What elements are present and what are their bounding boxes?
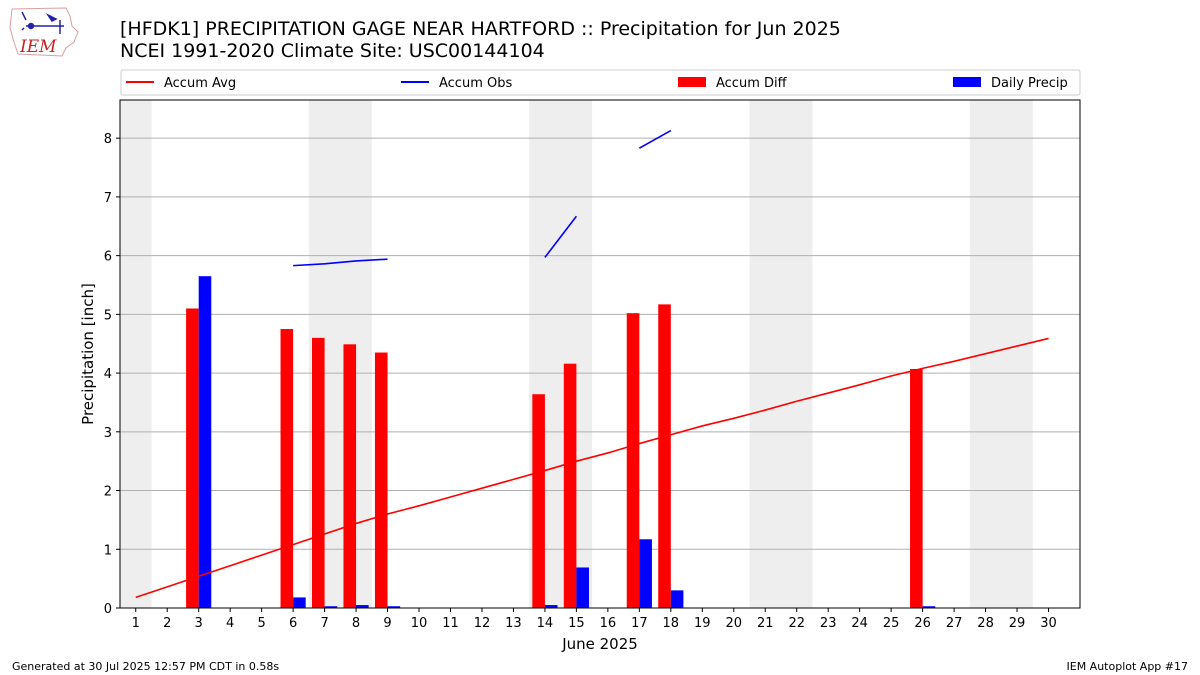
x-tick-label: 24: [851, 616, 868, 631]
legend-accum-diff-label: Accum Diff: [716, 76, 788, 91]
x-tick-label: 26: [914, 616, 931, 631]
line-accum-obs: [293, 258, 388, 267]
x-tick-label: 23: [820, 616, 837, 631]
line-accum-avg: [135, 337, 1049, 599]
legend-accum-avg-label: Accum Avg: [164, 76, 236, 91]
bar-daily-precip: [544, 605, 558, 608]
logo-text: IEM: [19, 37, 57, 57]
weekend-band: [969, 100, 1033, 608]
y-axis-ticks: 0 1 2 3 4 5 6 7 8: [104, 132, 120, 617]
bar-accum-diff: [658, 304, 671, 608]
y-tick-label: 2: [104, 485, 112, 500]
footer-app: IEM Autoplot App #17: [1067, 660, 1189, 673]
iowa-state-outline-icon: [9, 7, 79, 57]
bars: [186, 276, 936, 608]
bar-daily-precip: [198, 276, 212, 608]
x-tick-label: 13: [505, 616, 522, 631]
bar-accum-diff: [910, 368, 923, 608]
x-tick-label: 28: [977, 616, 994, 631]
legend-accum-obs-label: Accum Obs: [439, 76, 512, 91]
line-accum-obs: [544, 215, 578, 258]
bar-accum-diff: [186, 308, 199, 608]
bar-accum-diff: [374, 352, 388, 608]
x-tick-label: 17: [631, 616, 648, 631]
x-tick-label: 1: [132, 616, 140, 631]
x-tick-label: 2: [163, 616, 171, 631]
x-tick-label: 8: [352, 616, 360, 631]
iem-logo: IEM: [9, 7, 79, 57]
bar-accum-diff: [312, 337, 325, 608]
legend-accum-diff-swatch: [678, 77, 706, 87]
y-tick-label: 6: [104, 250, 112, 265]
chart-subtitle: NCEI 1991-2020 Climate Site: USC00144104: [120, 40, 545, 62]
x-tick-label: 25: [883, 616, 900, 631]
plot-frame: [119, 99, 1081, 609]
x-tick-label: 9: [383, 616, 391, 631]
x-tick-label: 21: [757, 616, 774, 631]
legend-frame: [120, 69, 1081, 96]
x-tick-label: 14: [537, 616, 554, 631]
footer-generated: Generated at 30 Jul 2025 12:57 PM CDT in…: [12, 660, 279, 673]
weekend-band: [749, 100, 813, 608]
x-tick-label: 30: [1040, 616, 1057, 631]
bar-accum-diff: [280, 329, 294, 608]
bar-daily-precip: [922, 606, 936, 608]
legend-daily-precip-swatch: [953, 77, 981, 87]
weather-symbols-icon: [21, 11, 64, 34]
bar-daily-precip: [324, 606, 338, 608]
x-axis-label: June 2025: [561, 635, 638, 653]
y-tick-label: 1: [104, 543, 112, 558]
weekend-band: [120, 100, 152, 608]
y-tick-label: 8: [104, 132, 112, 147]
x-tick-label: 27: [946, 616, 963, 631]
bar-accum-diff: [532, 394, 545, 608]
x-tick-label: 29: [1009, 616, 1026, 631]
x-tick-label: 6: [289, 616, 297, 631]
bar-daily-precip: [670, 590, 684, 608]
x-tick-label: 7: [320, 616, 328, 631]
bar-daily-precip: [387, 606, 401, 608]
x-tick-label: 4: [226, 616, 234, 631]
x-tick-label: 19: [694, 616, 711, 631]
bar-accum-diff: [626, 313, 640, 608]
y-tick-label: 4: [104, 367, 112, 382]
line-accum-obs: [638, 129, 672, 149]
y-axis-label: Precipitation [inch]: [79, 283, 97, 425]
x-tick-label: 3: [195, 616, 203, 631]
y-tick-label: 7: [104, 191, 112, 206]
x-axis-ticks: 1 2 3 4 5 6 7 8 9 10 11 12 13 14 15 16 17 18 19 20 21 22 23 24 2…: [132, 608, 1057, 631]
legend-daily-precip-label: Daily Precip: [991, 76, 1068, 91]
x-tick-label: 18: [663, 616, 680, 631]
x-tick-label: 22: [788, 616, 805, 631]
x-tick-label: 10: [411, 616, 428, 631]
x-tick-label: 20: [725, 616, 742, 631]
bar-daily-precip: [356, 605, 369, 608]
lines: [135, 129, 1049, 599]
bar-accum-diff: [563, 363, 577, 608]
y-tick-label: 0: [104, 602, 112, 617]
bar-daily-precip: [576, 567, 589, 608]
x-tick-label: 15: [568, 616, 585, 631]
x-tick-label: 16: [600, 616, 617, 631]
x-tick-label: 11: [442, 616, 459, 631]
x-tick-label: 5: [257, 616, 265, 631]
y-tick-label: 3: [104, 426, 112, 441]
bar-daily-precip: [639, 539, 652, 608]
bar-accum-diff: [343, 344, 357, 608]
bar-daily-precip: [293, 597, 306, 608]
legend: Accum Avg Accum Obs Accum Diff Daily Precip: [120, 69, 1081, 96]
gridlines: [120, 137, 1080, 550]
chart-title: [HFDK1] PRECIPITATION GAGE NEAR HARTFORD…: [120, 18, 841, 40]
y-tick-label: 5: [104, 308, 112, 323]
x-tick-label: 12: [474, 616, 491, 631]
